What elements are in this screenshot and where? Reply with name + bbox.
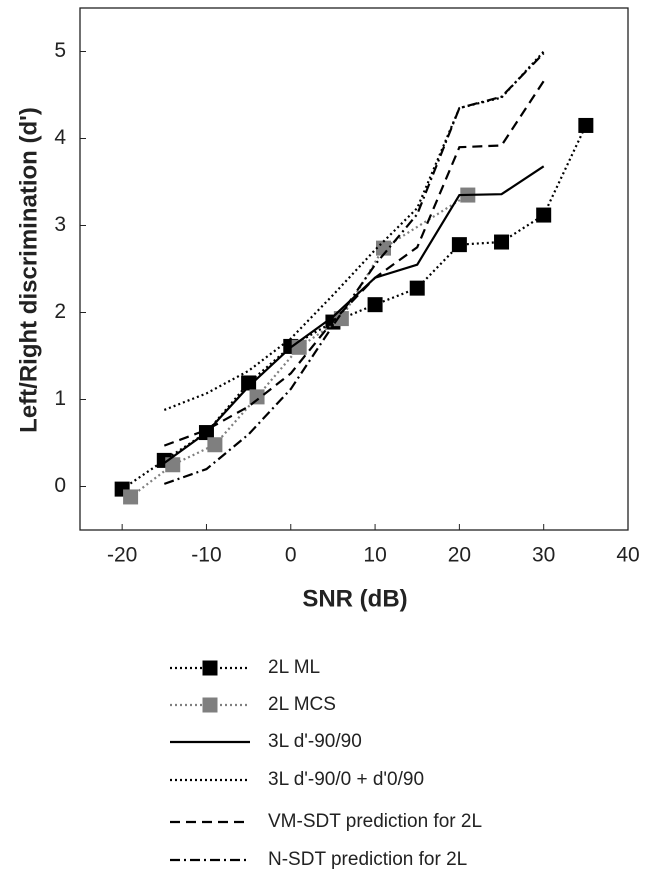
y-tick-label: 5 (54, 39, 66, 62)
series-line (121, 124, 587, 491)
series-line (163, 50, 545, 411)
x-tick-label: -10 (191, 544, 221, 567)
marker (207, 437, 223, 453)
marker (536, 207, 552, 223)
y-tick-label: 4 (54, 126, 66, 149)
x-axis-label: SNR (dB) (302, 585, 407, 612)
marker (241, 375, 257, 391)
y-tick-label: 1 (54, 387, 66, 410)
marker (367, 297, 383, 313)
legend-label: 2L ML (268, 657, 320, 678)
y-tick-label: 3 (54, 213, 66, 236)
x-tick-label: 40 (616, 544, 639, 567)
y-tick-label: 0 (54, 474, 66, 497)
x-tick-label: 30 (532, 544, 555, 567)
axes-box (79, 7, 629, 531)
marker (249, 389, 265, 405)
marker (409, 280, 425, 296)
x-tick-label: 10 (363, 544, 386, 567)
x-tick-label: 0 (285, 544, 297, 567)
y-axis-label: Left/Right discrimination (d') (15, 107, 42, 433)
series-line (163, 165, 545, 464)
marker (494, 234, 510, 250)
legend-label: 2L MCS (268, 694, 336, 715)
y-tick-label: 2 (54, 300, 66, 323)
legend-label: N-SDT prediction for 2L (268, 849, 467, 870)
legend-marker (202, 660, 218, 676)
x-tick-label: -20 (107, 544, 137, 567)
legend-label: VM-SDT prediction for 2L (268, 811, 482, 832)
marker (578, 117, 594, 133)
legend-label: 3L d'-90/90 (268, 731, 362, 752)
series-line (163, 52, 545, 485)
series-line (163, 80, 545, 447)
marker (451, 237, 467, 253)
legend-marker (202, 697, 218, 713)
marker (123, 489, 139, 505)
x-tick-label: 20 (448, 544, 471, 567)
legend-label: 3L d'-90/0 + d'0/90 (268, 769, 424, 790)
